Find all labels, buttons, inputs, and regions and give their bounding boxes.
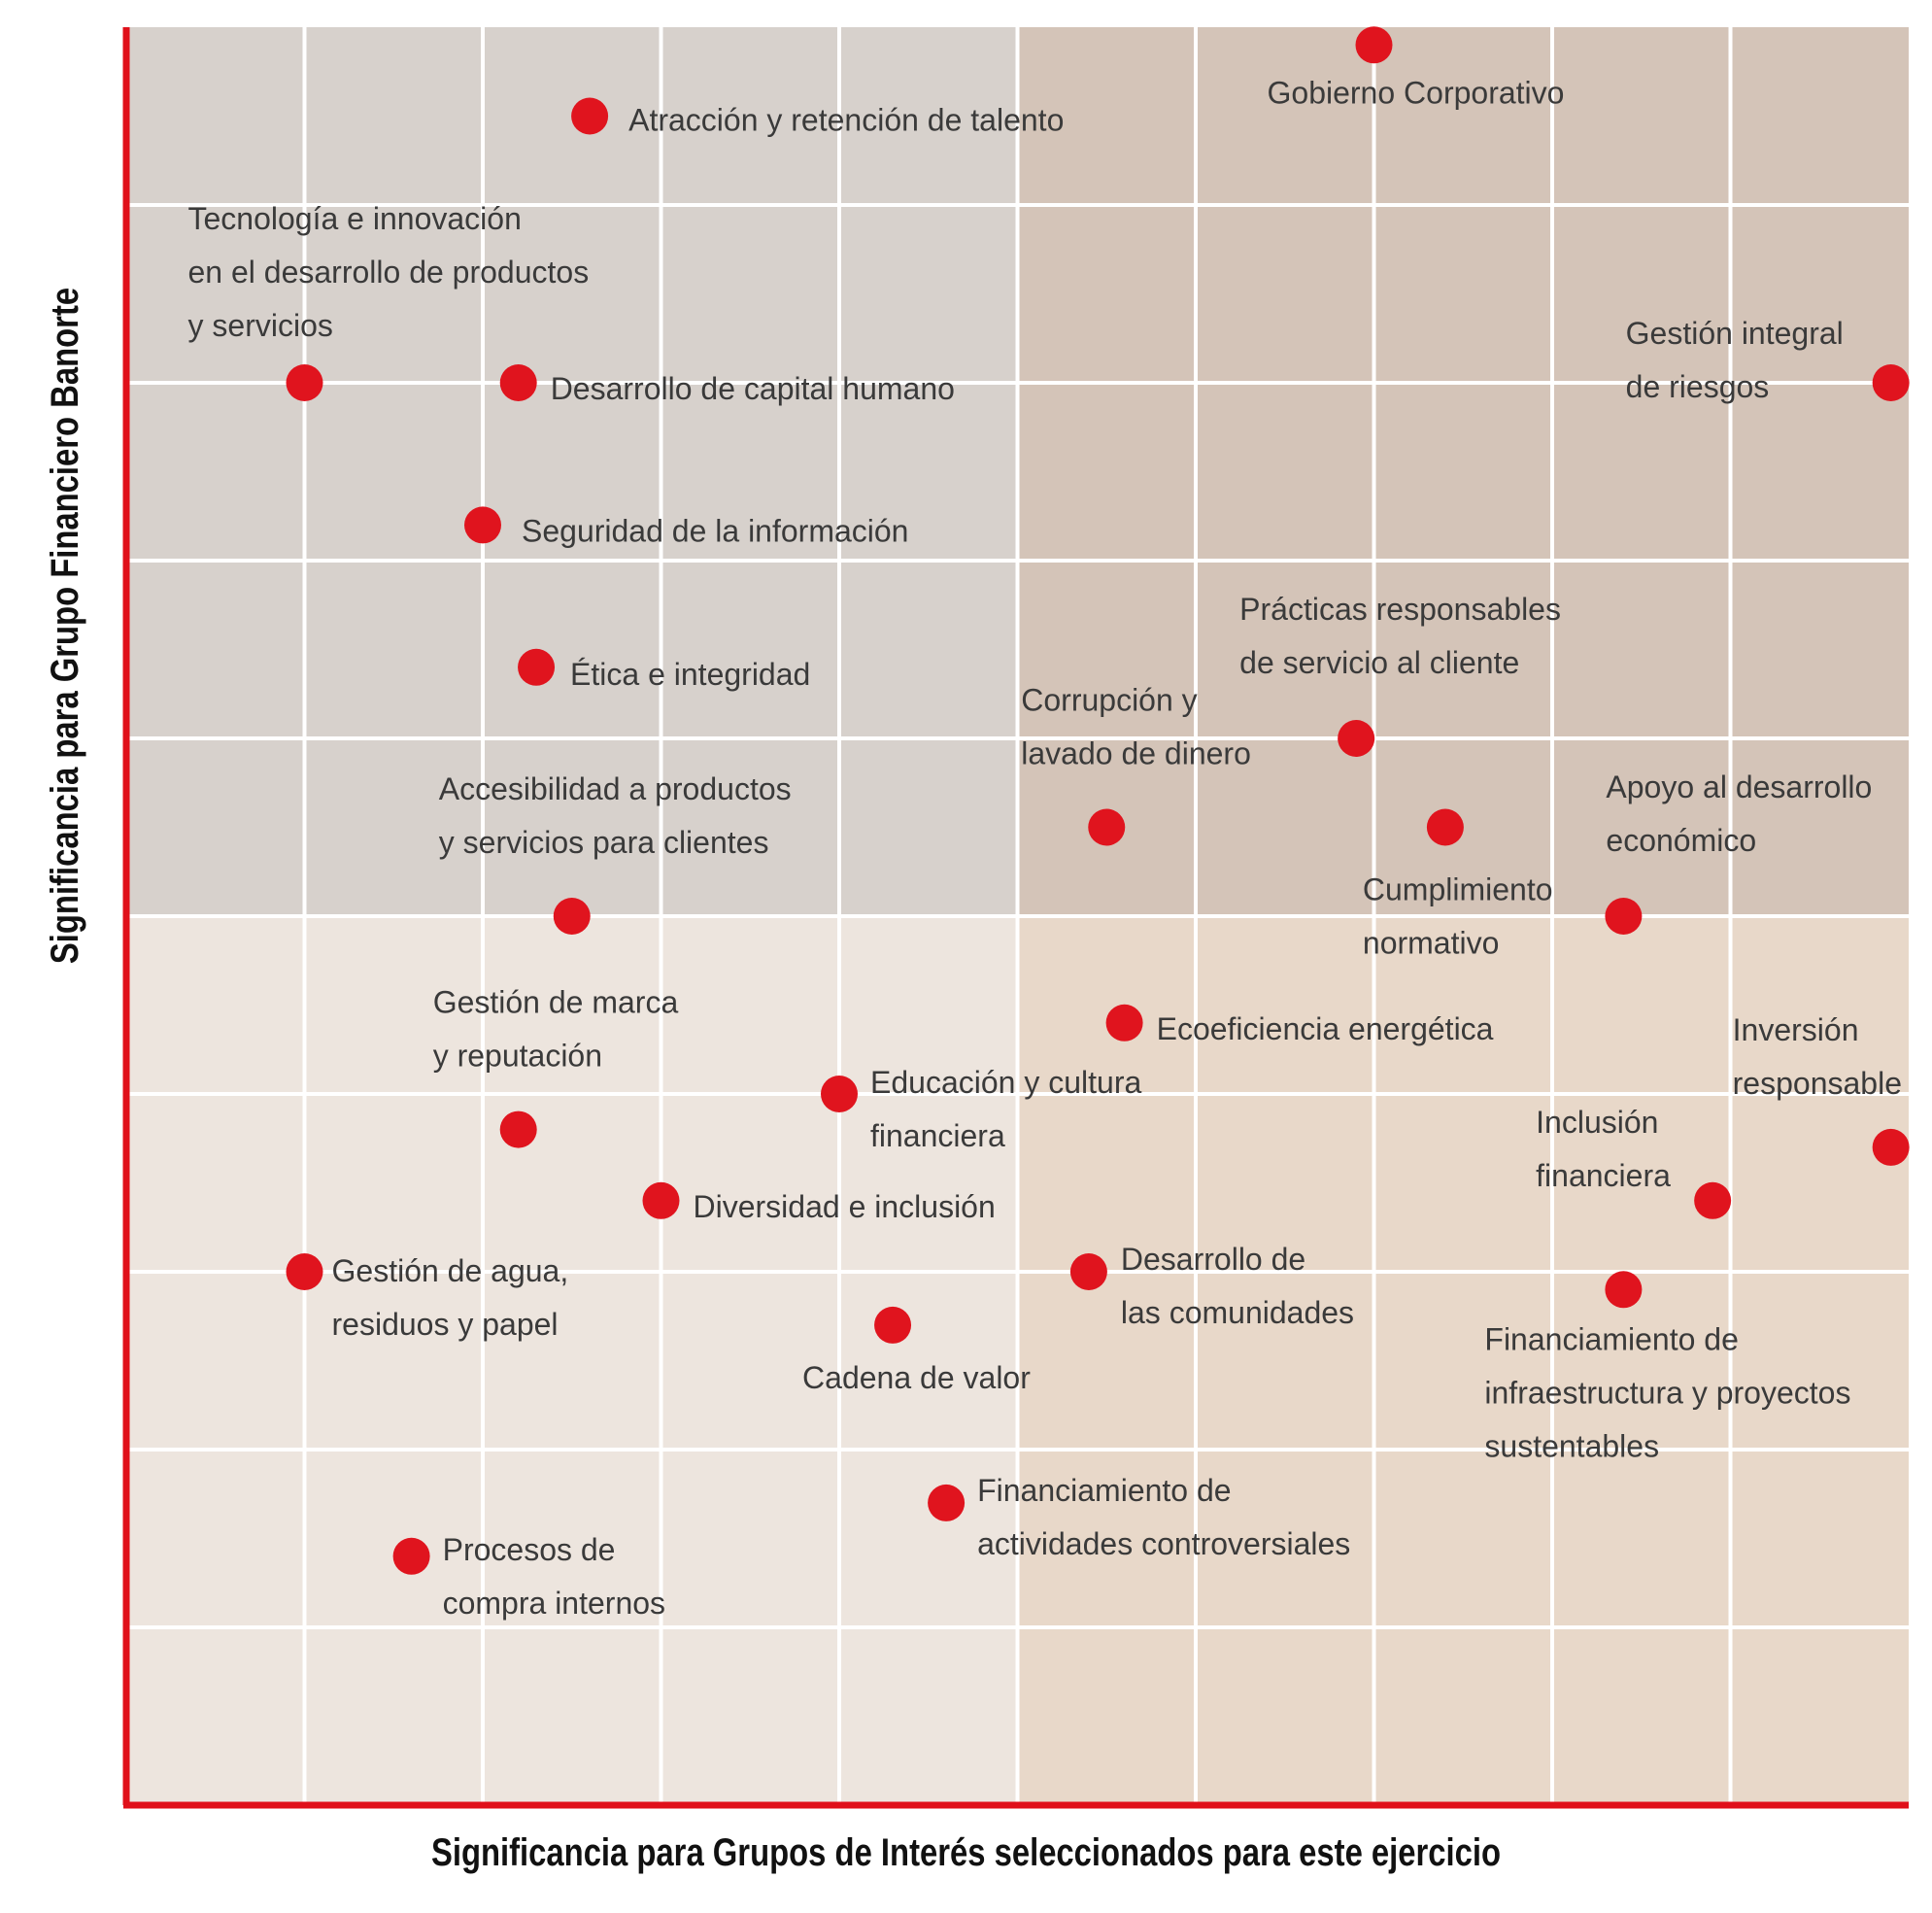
point-label: responsable xyxy=(1733,1066,1902,1101)
data-point xyxy=(1088,808,1126,846)
data-point xyxy=(464,506,501,544)
quadrant-top-right xyxy=(1017,27,1909,916)
point-label: Seguridad de la información xyxy=(522,513,908,548)
point-label: Apoyo al desarrollo xyxy=(1606,769,1872,804)
quadrant-bottom-right xyxy=(1017,916,1909,1805)
data-point xyxy=(1872,364,1910,401)
point-label: de servicio al cliente xyxy=(1239,645,1519,680)
data-point xyxy=(499,1110,537,1148)
point-label: Ecoeficiencia energética xyxy=(1157,1011,1494,1046)
point-label: en el desarrollo de productos xyxy=(188,255,590,290)
point-label: Cadena de valor xyxy=(802,1360,1031,1395)
point-label: Gestión de marca xyxy=(433,985,679,1020)
data-point xyxy=(392,1537,430,1575)
y-axis-label: Significancia para Grupo Financiero Bano… xyxy=(44,287,86,965)
point-label: Educación y cultura xyxy=(870,1065,1141,1100)
point-label: Desarrollo de capital humano xyxy=(551,371,955,406)
point-label: infraestructura y proyectos xyxy=(1484,1375,1850,1410)
point-label: de riesgos xyxy=(1626,369,1770,404)
point-label: y reputación xyxy=(433,1039,602,1074)
point-label: Accesibilidad a productos xyxy=(439,771,792,806)
data-point xyxy=(1355,26,1393,64)
data-point xyxy=(821,1076,858,1112)
point-label: económico xyxy=(1606,823,1756,858)
point-label: Inclusión xyxy=(1536,1105,1658,1140)
data-point xyxy=(1069,1253,1107,1290)
point-label: Prácticas responsables xyxy=(1239,592,1561,627)
point-label: Tecnología e innovación xyxy=(188,201,522,236)
data-point xyxy=(553,898,591,935)
point-label: financiera xyxy=(870,1118,1005,1153)
data-point xyxy=(571,97,609,135)
point-label: Gestión de agua, xyxy=(332,1253,569,1288)
point-label: y servicios xyxy=(188,308,333,343)
data-point xyxy=(499,364,537,401)
point-label: actividades controversiales xyxy=(977,1526,1350,1561)
point-label: financiera xyxy=(1536,1158,1671,1193)
point-label: normativo xyxy=(1363,926,1500,961)
point-label: residuos y papel xyxy=(332,1307,559,1342)
point-label: lavado de dinero xyxy=(1021,736,1251,771)
point-label: Gobierno Corporativo xyxy=(1268,75,1565,110)
point-label: Corrupción y xyxy=(1021,683,1197,718)
data-point xyxy=(1605,898,1643,935)
quadrant-bottom-left xyxy=(126,916,1018,1805)
data-point xyxy=(874,1306,912,1344)
x-axis-label: Significancia para Grupos de Interés sel… xyxy=(430,1831,1502,1874)
data-point xyxy=(286,364,323,401)
data-point xyxy=(1605,1271,1643,1309)
data-point xyxy=(518,648,556,686)
point-label: y servicios para clientes xyxy=(439,825,769,860)
point-label: Financiamiento de xyxy=(1484,1321,1738,1356)
point-label: Ética e integridad xyxy=(570,657,810,692)
data-point xyxy=(642,1181,680,1219)
data-point xyxy=(286,1253,323,1290)
quadrant-top-left xyxy=(126,27,1018,916)
point-label: Diversidad e inclusión xyxy=(694,1189,996,1224)
point-label: Procesos de xyxy=(443,1532,616,1567)
point-label: compra internos xyxy=(443,1586,665,1621)
point-label: Atracción y retención de talento xyxy=(628,103,1064,138)
data-point xyxy=(928,1484,966,1521)
point-label: sustentables xyxy=(1484,1428,1659,1463)
data-point xyxy=(1338,720,1375,757)
data-point xyxy=(1694,1181,1732,1219)
data-point xyxy=(1426,808,1464,846)
point-label: Gestión integral xyxy=(1626,316,1844,351)
point-label: Desarrollo de xyxy=(1121,1242,1305,1277)
data-point xyxy=(1105,1004,1143,1042)
data-point xyxy=(1872,1128,1910,1166)
point-label: Inversión xyxy=(1733,1012,1859,1047)
point-label: Cumplimiento xyxy=(1363,872,1553,907)
point-label: Financiamiento de xyxy=(977,1473,1231,1508)
point-label: las comunidades xyxy=(1121,1295,1354,1330)
